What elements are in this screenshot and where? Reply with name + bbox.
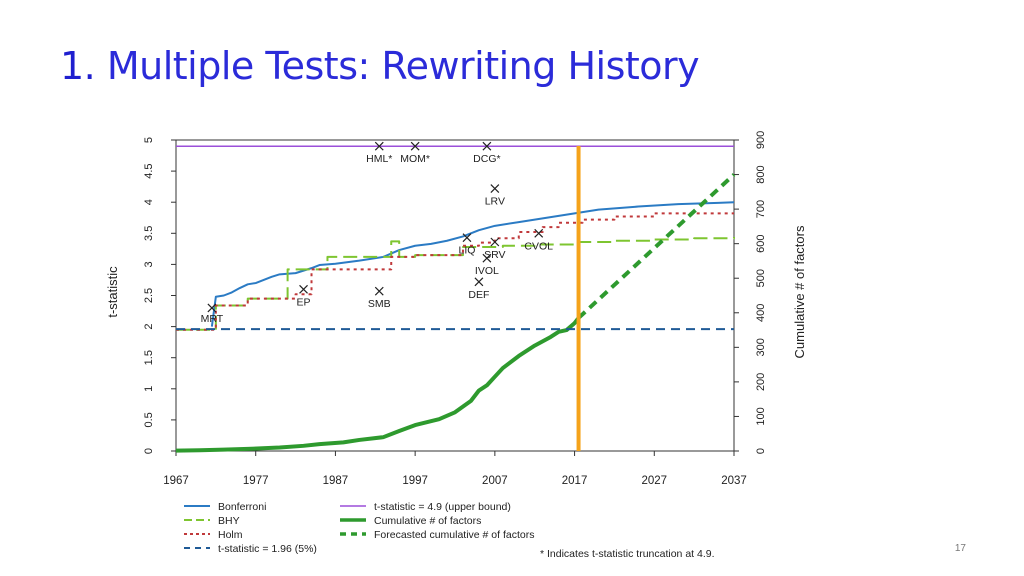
point-label: CVOL xyxy=(524,240,553,252)
point-marker xyxy=(374,141,384,151)
y2-tick-label: 800 xyxy=(755,165,767,183)
legend-label: Cumulative # of factors xyxy=(374,515,481,527)
point-marker xyxy=(482,141,492,151)
y2-tick-label: 0 xyxy=(755,448,767,454)
y2-tick-label: 300 xyxy=(755,338,767,356)
point-marker xyxy=(482,253,492,263)
legend-item: Forecasted cumulative # of factors xyxy=(340,529,535,541)
x-tick-label: 1967 xyxy=(163,475,189,487)
y-tick-label: 3 xyxy=(143,261,155,267)
factor-point: CVOL xyxy=(524,228,553,252)
slide-title-text: Multiple Tests: Rewriting History xyxy=(95,44,700,88)
x-tick-label: 1987 xyxy=(323,475,349,487)
y2-tick-label: 600 xyxy=(755,234,767,252)
legend-label: Forecasted cumulative # of factors xyxy=(374,529,535,541)
y-tick-label: 5 xyxy=(143,137,155,143)
point-marker xyxy=(490,237,500,247)
y2-axis-label: Cumulative # of factors xyxy=(792,225,807,358)
point-marker xyxy=(374,286,384,296)
point-marker xyxy=(299,284,308,294)
legend-item: BHY xyxy=(184,515,240,527)
legend-item: t-statistic = 4.9 (upper bound) xyxy=(340,501,511,513)
point-label: HML* xyxy=(366,153,392,165)
factor-point: MRT xyxy=(201,303,224,325)
y2-tick-label: 900 xyxy=(755,131,767,149)
legend-label: BHY xyxy=(218,515,240,527)
y-axis-label: t-statistic xyxy=(105,266,120,318)
factor-point: DEF xyxy=(468,277,489,301)
point-label: MRT xyxy=(201,313,224,325)
y-tick-label: 4 xyxy=(143,199,155,205)
point-label: EP xyxy=(297,296,311,308)
series-forecasted-cumulative-of-factors xyxy=(577,173,736,320)
legend-item: Bonferroni xyxy=(184,501,266,513)
legend-label: t-statistic = 1.96 (5%) xyxy=(218,543,317,555)
axes-layer: 0 0.5 1 1.5 2 2.5 3 3.5 4 4.5 5 0 100 200 300 400 500 600… xyxy=(143,131,767,487)
point-marker xyxy=(474,277,484,287)
point-label: LIQ xyxy=(458,245,475,257)
point-label: DCG* xyxy=(473,153,500,165)
point-marker xyxy=(534,228,544,238)
y-tick-label: 2 xyxy=(143,324,155,330)
legend-label: t-statistic = 4.9 (upper bound) xyxy=(374,501,511,513)
y2-tick-label: 700 xyxy=(755,200,767,218)
legend-label: Holm xyxy=(218,529,243,541)
point-marker xyxy=(410,141,420,151)
page-number: 17 xyxy=(954,543,966,554)
x-tick-label: 2007 xyxy=(482,475,508,487)
series-layer xyxy=(175,145,736,453)
y-tick-label: 0.5 xyxy=(143,412,155,427)
y2-tick-label: 400 xyxy=(755,304,767,322)
legend-item: Cumulative # of factors xyxy=(340,515,481,527)
y-tick-label: 3.5 xyxy=(143,226,155,241)
factor-point: SMB xyxy=(368,286,391,310)
point-label: SRV xyxy=(484,249,505,261)
point-marker xyxy=(207,303,217,313)
factor-point: LIQ xyxy=(458,233,475,257)
x-tick-label: 1977 xyxy=(243,475,269,487)
factor-point: MOM* xyxy=(400,141,430,165)
slide-title-number: 1. xyxy=(60,44,96,88)
y-tick-label: 2.5 xyxy=(143,288,155,303)
series-cumulative-of-factors xyxy=(175,316,581,453)
factor-point: SRV xyxy=(484,237,506,261)
factor-point: EP xyxy=(297,284,311,308)
series-holm xyxy=(176,212,734,331)
y-tick-label: 1 xyxy=(143,386,155,392)
y2-tick-label: 100 xyxy=(755,407,767,425)
x-tick-label: 1997 xyxy=(402,475,428,487)
slide-title: 1. Multiple Tests: Rewriting History xyxy=(60,44,700,88)
points-layer: MRT EP SMB HML* MOM* DCG* LRV LIQ SRV CVOL IVOL DEF xyxy=(201,141,553,325)
factor-point: IVOL xyxy=(475,253,499,277)
y-tick-label: 0 xyxy=(143,448,155,454)
y-tick-label: 1.5 xyxy=(143,350,155,365)
series-bonferroni xyxy=(210,201,735,327)
y2-tick-label: 200 xyxy=(755,373,767,391)
legend-label: Bonferroni xyxy=(218,501,266,513)
y-tick-label: 4.5 xyxy=(143,163,155,178)
point-label: SMB xyxy=(368,298,391,310)
x-tick-label: 2027 xyxy=(641,475,667,487)
legend-layer: Bonferroni BHY Holm t-statistic = 1.96 (5%)… xyxy=(184,501,535,555)
point-marker xyxy=(490,184,500,193)
x-tick-label: 2037 xyxy=(721,475,747,487)
legend-item: t-statistic = 1.96 (5%) xyxy=(184,543,317,555)
point-marker xyxy=(462,233,472,243)
point-label: LRV xyxy=(485,196,505,208)
x-tick-label: 2017 xyxy=(562,475,588,487)
point-label: DEF xyxy=(468,289,489,301)
factor-point: LRV xyxy=(485,184,505,208)
plot-frame xyxy=(175,139,735,452)
y2-tick-label: 500 xyxy=(755,269,767,287)
truncation-note: * Indicates t-statistic truncation at 4.… xyxy=(540,548,715,560)
factor-point: HML* xyxy=(366,141,392,165)
factor-point: DCG* xyxy=(473,141,501,165)
point-label: IVOL xyxy=(475,265,499,277)
point-label: MOM* xyxy=(400,153,430,165)
legend-item: Holm xyxy=(184,529,243,541)
